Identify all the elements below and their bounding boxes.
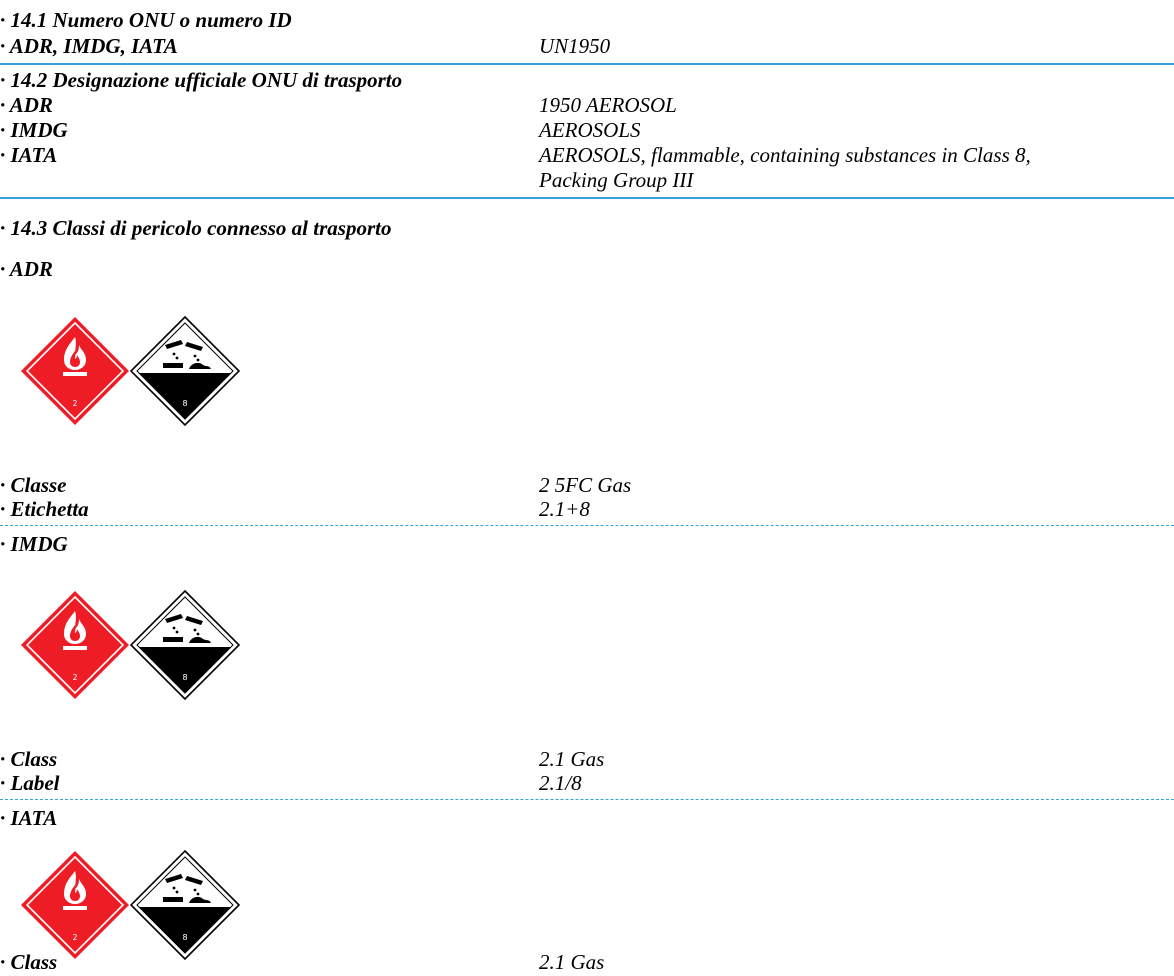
row-value: 2.1 Gas bbox=[539, 747, 605, 771]
row-label: · ADR, IMDG, IATA bbox=[0, 34, 178, 58]
row-label: · IMDG bbox=[0, 118, 68, 142]
corrosive-pictogram: 8 bbox=[129, 589, 241, 701]
pictogram-class-number: 8 bbox=[182, 673, 187, 682]
row-value-continued: Packing Group III bbox=[539, 168, 694, 192]
row-value: 2.1 Gas bbox=[539, 950, 605, 974]
row-label: · Etichetta bbox=[0, 497, 89, 521]
row-value: 2.1+8 bbox=[539, 497, 590, 521]
corrosive-icon: 8 bbox=[129, 589, 241, 701]
row-value: AEROSOLS, flammable, containing substanc… bbox=[539, 143, 1031, 167]
row-label: · Class bbox=[0, 747, 58, 771]
corrosive-icon: 8 bbox=[129, 315, 241, 427]
row-value: 2 5FC Gas bbox=[539, 473, 632, 497]
row-label: · IATA bbox=[0, 143, 58, 167]
row-value: UN1950 bbox=[539, 34, 611, 58]
row-label: · Classe bbox=[0, 473, 67, 497]
corrosive-icon: 8 bbox=[129, 849, 241, 961]
flammable-gas-icon: 2 bbox=[21, 851, 129, 959]
corrosive-pictogram: 8 bbox=[129, 849, 241, 961]
section-divider bbox=[0, 197, 1174, 199]
pictogram-class-number: 8 bbox=[182, 933, 187, 942]
flammable-gas-icon: 2 bbox=[21, 591, 129, 699]
subsection-divider bbox=[0, 799, 1174, 800]
row-value: AEROSOLS bbox=[539, 118, 641, 142]
subsection-divider bbox=[0, 525, 1174, 526]
section-divider bbox=[0, 63, 1174, 65]
flammable-gas-icon: 2 bbox=[21, 317, 129, 425]
row-label: · ADR bbox=[0, 93, 53, 117]
row-value: 1950 AEROSOL bbox=[539, 93, 677, 117]
row-value: 2.1/8 bbox=[539, 771, 582, 795]
corrosive-pictogram: 8 bbox=[129, 315, 241, 427]
row-label: · Class bbox=[0, 950, 58, 974]
flammable-gas-pictogram: 2 bbox=[19, 849, 131, 961]
row-label: · Label bbox=[0, 771, 60, 795]
pictogram-class-number: 2 bbox=[72, 399, 77, 408]
flammable-gas-pictogram: 2 bbox=[19, 315, 131, 427]
pictogram-class-number: 2 bbox=[72, 673, 77, 682]
pictogram-class-number: 8 bbox=[182, 399, 187, 408]
pictogram-class-number: 2 bbox=[72, 933, 77, 942]
flammable-gas-pictogram: 2 bbox=[19, 589, 131, 701]
